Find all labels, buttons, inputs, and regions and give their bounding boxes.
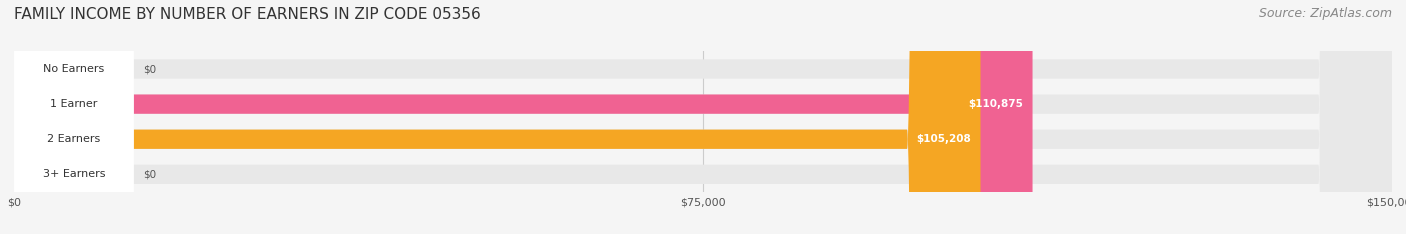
Text: 2 Earners: 2 Earners — [48, 134, 100, 144]
Text: 3+ Earners: 3+ Earners — [42, 169, 105, 179]
Text: FAMILY INCOME BY NUMBER OF EARNERS IN ZIP CODE 05356: FAMILY INCOME BY NUMBER OF EARNERS IN ZI… — [14, 7, 481, 22]
Text: 1 Earner: 1 Earner — [51, 99, 97, 109]
FancyBboxPatch shape — [14, 0, 134, 234]
FancyBboxPatch shape — [14, 0, 134, 234]
FancyBboxPatch shape — [14, 0, 1392, 234]
Text: Source: ZipAtlas.com: Source: ZipAtlas.com — [1258, 7, 1392, 20]
FancyBboxPatch shape — [14, 0, 1392, 234]
FancyBboxPatch shape — [14, 0, 1392, 234]
Text: $0: $0 — [142, 64, 156, 74]
Text: $105,208: $105,208 — [917, 134, 972, 144]
Text: No Earners: No Earners — [44, 64, 104, 74]
FancyBboxPatch shape — [14, 0, 134, 234]
FancyBboxPatch shape — [14, 0, 1032, 234]
FancyBboxPatch shape — [14, 0, 1392, 234]
Text: $110,875: $110,875 — [969, 99, 1024, 109]
FancyBboxPatch shape — [14, 0, 134, 234]
FancyBboxPatch shape — [14, 0, 980, 234]
Text: $0: $0 — [142, 169, 156, 179]
